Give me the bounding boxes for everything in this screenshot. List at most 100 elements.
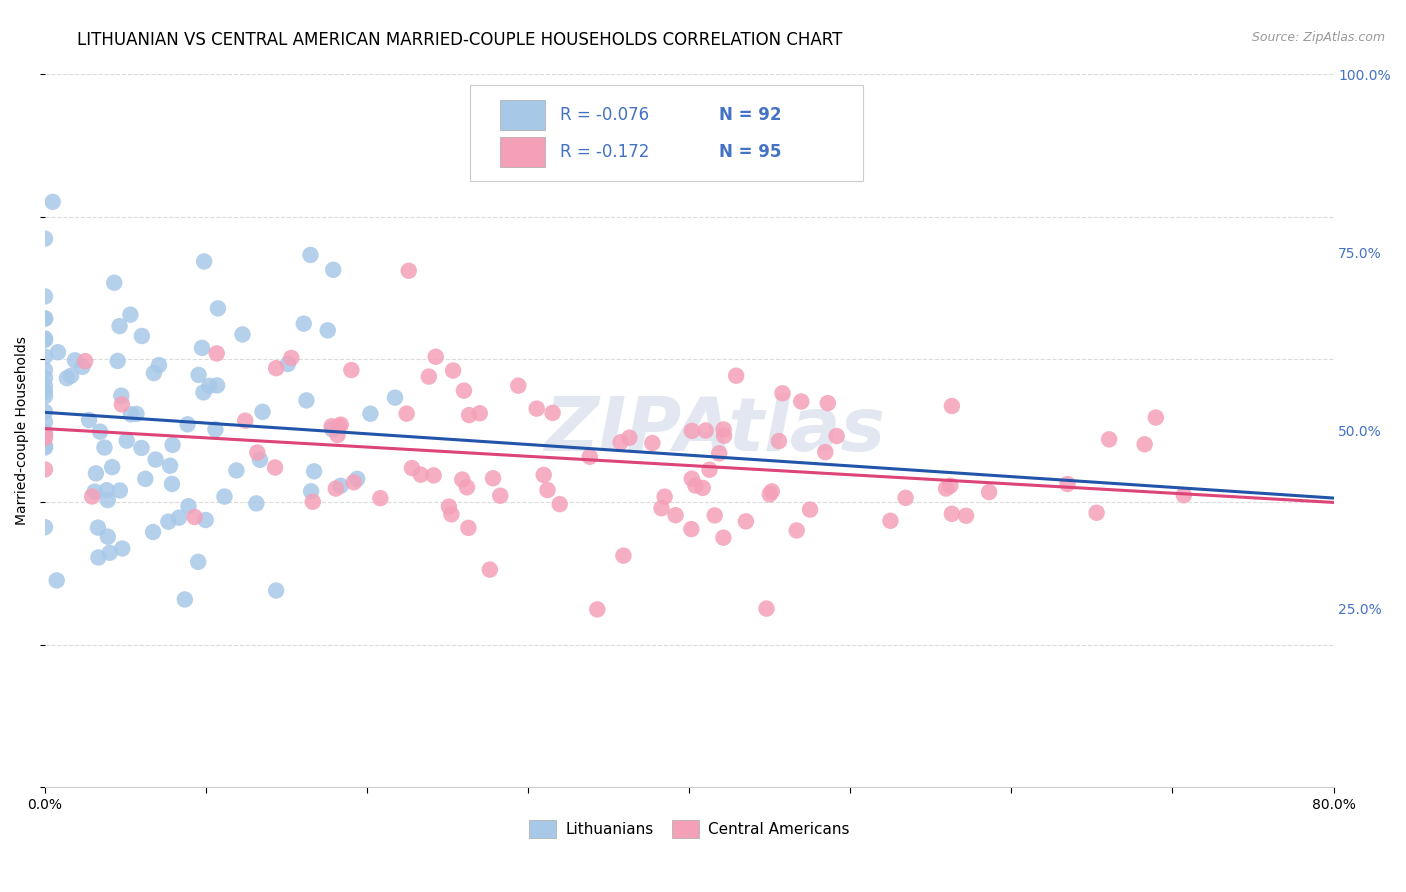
Point bbox=[692, 481, 714, 495]
Point bbox=[814, 445, 837, 459]
Point bbox=[299, 484, 322, 499]
Point bbox=[681, 522, 703, 536]
Text: ZIPAtlas: ZIPAtlas bbox=[544, 394, 886, 467]
Point bbox=[205, 378, 228, 392]
Point bbox=[252, 405, 274, 419]
Point bbox=[45, 574, 67, 588]
Point bbox=[34, 331, 56, 345]
Point bbox=[786, 524, 808, 538]
Point bbox=[418, 369, 440, 384]
Point bbox=[709, 446, 731, 460]
Point bbox=[34, 405, 56, 419]
Point bbox=[187, 555, 209, 569]
Point bbox=[63, 353, 86, 368]
Point bbox=[422, 468, 444, 483]
Text: R = -0.076: R = -0.076 bbox=[561, 106, 650, 124]
Point bbox=[34, 384, 56, 399]
Point bbox=[34, 462, 56, 476]
Point bbox=[87, 550, 110, 565]
Point bbox=[56, 371, 79, 385]
Point bbox=[619, 431, 641, 445]
Point bbox=[790, 394, 813, 409]
Point bbox=[160, 477, 183, 491]
Point bbox=[131, 329, 153, 343]
Point bbox=[725, 368, 748, 383]
Point bbox=[77, 413, 100, 427]
Point bbox=[401, 461, 423, 475]
Point bbox=[825, 429, 848, 443]
Point bbox=[478, 563, 501, 577]
Point bbox=[695, 424, 717, 438]
Point bbox=[359, 407, 381, 421]
Point bbox=[162, 438, 184, 452]
Point bbox=[103, 276, 125, 290]
Point bbox=[482, 471, 505, 485]
Point bbox=[758, 487, 780, 501]
Point bbox=[115, 434, 138, 448]
Point bbox=[772, 386, 794, 401]
Point bbox=[34, 379, 56, 393]
Point bbox=[187, 368, 209, 382]
Legend: Lithuanians, Central Americans: Lithuanians, Central Americans bbox=[523, 814, 856, 844]
Point bbox=[1085, 506, 1108, 520]
Text: N = 92: N = 92 bbox=[718, 106, 782, 124]
Point bbox=[703, 508, 725, 523]
Point bbox=[340, 363, 363, 377]
Point bbox=[548, 497, 571, 511]
Point bbox=[641, 436, 664, 450]
Text: R = -0.172: R = -0.172 bbox=[561, 144, 650, 161]
Point bbox=[955, 508, 977, 523]
Point bbox=[145, 452, 167, 467]
Point bbox=[264, 460, 287, 475]
Point bbox=[453, 384, 475, 398]
Point bbox=[46, 345, 69, 359]
Point bbox=[60, 368, 83, 383]
Point bbox=[191, 341, 214, 355]
Point bbox=[131, 441, 153, 455]
Point bbox=[34, 415, 56, 429]
Point bbox=[264, 361, 287, 376]
Point bbox=[799, 502, 821, 516]
Text: Source: ZipAtlas.com: Source: ZipAtlas.com bbox=[1251, 31, 1385, 45]
Point bbox=[107, 354, 129, 368]
Point bbox=[207, 301, 229, 316]
Point bbox=[879, 514, 901, 528]
Point bbox=[34, 232, 56, 246]
Point bbox=[384, 391, 406, 405]
Point bbox=[87, 520, 110, 534]
Point bbox=[83, 484, 105, 499]
Point bbox=[34, 441, 56, 455]
Point bbox=[97, 530, 120, 544]
Point bbox=[167, 510, 190, 524]
Point bbox=[193, 385, 215, 400]
Point bbox=[108, 319, 131, 334]
Point bbox=[120, 407, 142, 421]
Point bbox=[458, 408, 481, 422]
Point bbox=[111, 397, 134, 411]
Point bbox=[111, 541, 134, 556]
Point bbox=[101, 460, 124, 475]
Point bbox=[533, 467, 555, 482]
Point bbox=[301, 494, 323, 508]
Point bbox=[939, 478, 962, 492]
Point bbox=[183, 510, 205, 524]
Point bbox=[329, 417, 352, 432]
Point bbox=[225, 463, 247, 477]
Point bbox=[97, 493, 120, 508]
Point bbox=[125, 407, 148, 421]
Point bbox=[977, 485, 1000, 500]
Point bbox=[735, 515, 758, 529]
Point bbox=[204, 422, 226, 436]
Point bbox=[346, 472, 368, 486]
Point bbox=[302, 464, 325, 478]
Point bbox=[343, 475, 366, 490]
Point bbox=[1133, 437, 1156, 451]
Point bbox=[817, 396, 839, 410]
Point bbox=[142, 366, 165, 380]
Point bbox=[299, 248, 322, 262]
Point bbox=[142, 524, 165, 539]
Point bbox=[685, 478, 707, 492]
Point bbox=[34, 439, 56, 453]
Point bbox=[425, 350, 447, 364]
Point bbox=[41, 194, 63, 209]
